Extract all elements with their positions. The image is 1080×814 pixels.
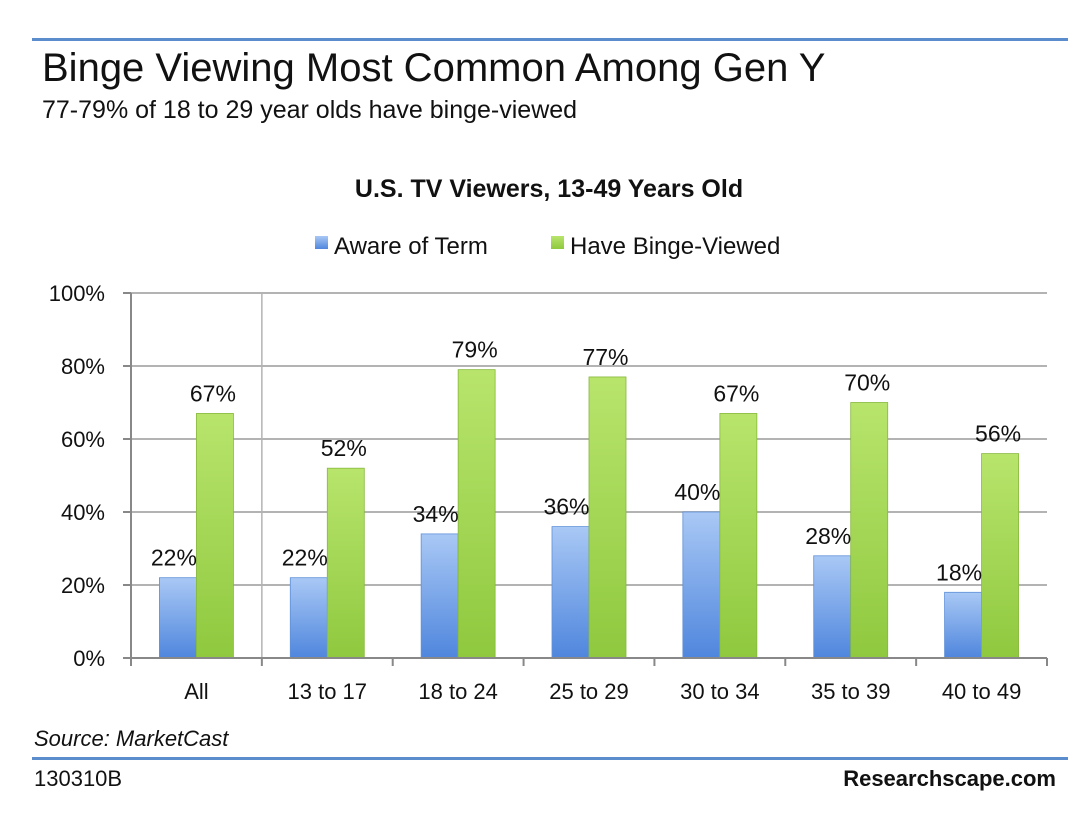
data-label: 67%: [190, 380, 236, 406]
data-label: 36%: [543, 494, 589, 520]
bar-aware-of-term: [682, 511, 721, 659]
bar-have-binge-viewed: [196, 413, 234, 659]
bar-have-binge-viewed: [588, 376, 627, 659]
y-tick-label: 80%: [61, 354, 105, 379]
x-tick-label: 25 to 29: [549, 679, 629, 704]
bar-aware-of-term: [289, 577, 328, 659]
top-rule: [32, 38, 1068, 41]
data-labels: 22% 67% 22% 52% 34% 79% 36% 77% 40% 67% 28% 70% 18% 5…: [151, 337, 1021, 586]
bar-aware-of-term: [944, 591, 982, 659]
y-tick-label: 40%: [61, 500, 105, 525]
bar-have-binge-viewed: [981, 453, 1019, 659]
legend-label-binge: Have Binge-Viewed: [570, 233, 780, 260]
data-label: 18%: [936, 559, 982, 585]
source-note: Source: MarketCast: [34, 726, 229, 751]
data-label: 77%: [582, 344, 628, 370]
legend-swatch-binge: [551, 236, 564, 249]
data-label: 22%: [151, 545, 197, 571]
y-axis: 0% 20% 40% 60% 80% 100%: [49, 281, 132, 671]
data-label: 52%: [321, 435, 367, 461]
bar-aware-of-term: [551, 526, 590, 659]
data-label: 22%: [282, 545, 328, 571]
bar-have-binge-viewed: [326, 467, 365, 659]
x-tick-label: 35 to 39: [811, 679, 891, 704]
y-tick-label: 100%: [49, 281, 105, 306]
data-label: 28%: [805, 523, 851, 549]
page-title: Binge Viewing Most Common Among Gen Y: [42, 46, 826, 90]
y-tick-label: 0%: [73, 646, 105, 671]
bar-aware-of-term: [420, 533, 459, 659]
data-label: 56%: [975, 421, 1021, 447]
data-label: 40%: [674, 479, 720, 505]
y-tick-label: 20%: [61, 573, 105, 598]
bar-have-binge-viewed: [719, 413, 758, 659]
data-label: 34%: [413, 501, 459, 527]
x-tick-label: 30 to 34: [680, 679, 760, 704]
bar-have-binge-viewed: [457, 369, 496, 659]
x-tick-label: 40 to 49: [942, 679, 1022, 704]
chart-title: U.S. TV Viewers, 13-49 Years Old: [355, 175, 743, 203]
x-tick-label: 13 to 17: [288, 679, 368, 704]
data-label: 79%: [452, 337, 498, 363]
legend-label-aware: Aware of Term: [334, 233, 488, 260]
brand-name: Researchscape.com: [843, 766, 1056, 791]
chart-legend: Aware of Term Have Binge-Viewed: [315, 233, 780, 260]
page-subtitle: 77-79% of 18 to 29 year olds have binge-…: [42, 96, 578, 124]
y-tick-label: 60%: [61, 427, 105, 452]
x-tick-label: All: [184, 679, 208, 704]
bar-aware-of-term: [813, 555, 852, 659]
bar-aware-of-term: [159, 577, 197, 659]
data-label: 67%: [713, 380, 759, 406]
legend-swatch-aware: [315, 236, 328, 249]
bar-chart: U.S. TV Viewers, 13-49 Years Old Aware o…: [49, 175, 1048, 704]
x-tick-label: 18 to 24: [418, 679, 498, 704]
bars: [159, 369, 1019, 659]
bottom-rule: [32, 757, 1068, 760]
chart-code: 130310B: [34, 766, 123, 791]
bar-have-binge-viewed: [850, 402, 889, 659]
x-axis: All 13 to 17 18 to 24 25 to 29 30 to 34 35 to…: [130, 657, 1048, 704]
data-label: 70%: [844, 370, 890, 396]
